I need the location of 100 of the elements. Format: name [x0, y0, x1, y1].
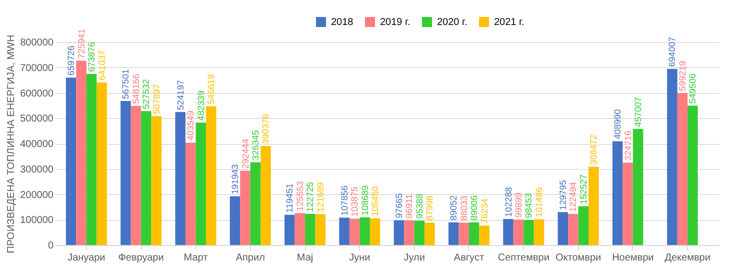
data-label: 122725 [305, 182, 316, 212]
bar [240, 170, 250, 245]
data-label: 549506 [688, 74, 698, 104]
x-tick-label: Јануари [68, 252, 106, 264]
bar [578, 206, 589, 245]
bar [260, 146, 271, 245]
data-label: 108689 [360, 185, 370, 216]
bar [524, 220, 534, 245]
data-label: 408990 [612, 109, 623, 140]
bar [360, 217, 370, 245]
data-label: 121689 [315, 182, 326, 212]
bar [315, 214, 326, 245]
y-tick-label: 700000 [20, 62, 54, 74]
data-label: 725941 [76, 28, 86, 59]
x-tick-label: Јули [404, 252, 425, 264]
data-label: 507897 [151, 84, 162, 114]
data-label: 324716 [622, 130, 633, 161]
data-label: 98453 [524, 192, 534, 218]
data-label: 96911 [404, 194, 414, 218]
data-label: 107856 [339, 186, 350, 216]
bar [458, 222, 469, 245]
data-label: 548166 [130, 74, 141, 104]
bar [414, 220, 425, 245]
data-label: 292444 [240, 138, 250, 169]
data-label: 482339 [196, 90, 206, 121]
x-tick-label: Октомври [555, 252, 602, 264]
data-label: 599219 [677, 60, 688, 91]
y-tick-label: 200000 [20, 190, 54, 201]
bar [196, 122, 206, 245]
x-tick-label: Септември [498, 252, 550, 264]
data-label: 403549 [186, 110, 196, 141]
bar [667, 68, 678, 245]
data-label: 694007 [667, 36, 678, 67]
bar [185, 142, 196, 245]
bar [688, 106, 698, 245]
legend-label: 2018 [331, 17, 354, 28]
bar [424, 222, 435, 245]
bar [151, 116, 162, 245]
bar [206, 106, 216, 245]
data-label: 326345 [250, 130, 260, 160]
data-label: 122494 [568, 182, 578, 212]
bar [339, 218, 350, 245]
bar [534, 219, 544, 245]
x-tick-label: Мај [296, 252, 314, 264]
bar [230, 196, 240, 245]
bar [479, 226, 490, 245]
bar [76, 60, 86, 245]
bar [120, 100, 131, 245]
bar [503, 219, 514, 245]
bar [370, 218, 380, 245]
bar [558, 212, 568, 245]
data-label: 457007 [633, 96, 644, 128]
data-label: 129795 [558, 180, 568, 210]
data-label: 87998 [424, 196, 435, 221]
bar [141, 111, 152, 245]
data-label: 390376 [260, 114, 271, 144]
x-tick-label: Јуни [349, 252, 370, 264]
data-label: 641037 [96, 50, 107, 80]
y-tick-label: 400000 [20, 139, 54, 150]
y-tick-label: 500000 [20, 114, 54, 125]
x-tick-label: Април [236, 252, 266, 264]
bar [66, 78, 76, 245]
data-label: 546619 [206, 74, 216, 104]
bar [130, 106, 142, 245]
y-axis-title: ПРОИЗВЕДЕНА ТОПЛИННА ЕНЕРГИЈА, MWH [6, 34, 18, 254]
x-tick-label: Ноември [612, 252, 654, 264]
data-label: 89052 [448, 195, 459, 220]
data-label: 527532 [141, 79, 152, 110]
x-tick-label: Февруари [118, 252, 164, 264]
data-label: 76234 [479, 198, 490, 224]
data-label: 673876 [86, 42, 97, 72]
data-label: 97665 [394, 193, 404, 218]
data-label: 191943 [230, 164, 240, 194]
data-label: 567501 [120, 68, 131, 99]
bar [448, 222, 459, 245]
bar [677, 92, 688, 245]
x-tick-label: Август [454, 252, 484, 264]
x-tick-label: Декември [664, 252, 710, 264]
y-tick-label: 300000 [20, 164, 54, 176]
data-label: 99899 [514, 192, 524, 218]
bar [175, 112, 186, 245]
bar [632, 129, 644, 245]
data-label: 102288 [503, 187, 514, 218]
legend-label: 2021 г. [494, 17, 524, 28]
bar [349, 218, 360, 245]
data-label: 101486 [534, 187, 544, 218]
bar [394, 220, 404, 245]
bar [86, 74, 97, 245]
data-label: 152527 [578, 174, 588, 204]
bar [468, 222, 480, 245]
y-tick-label: 800000 [20, 38, 54, 48]
bar [612, 141, 623, 245]
bar [250, 162, 261, 245]
bar [305, 214, 316, 245]
bar [588, 166, 599, 245]
legend-label: 2020 г. [437, 17, 468, 28]
bar [513, 220, 524, 245]
legend-label: 2019 г. [380, 17, 410, 28]
data-label: 105450 [370, 186, 380, 216]
data-label: 308472 [588, 134, 599, 165]
